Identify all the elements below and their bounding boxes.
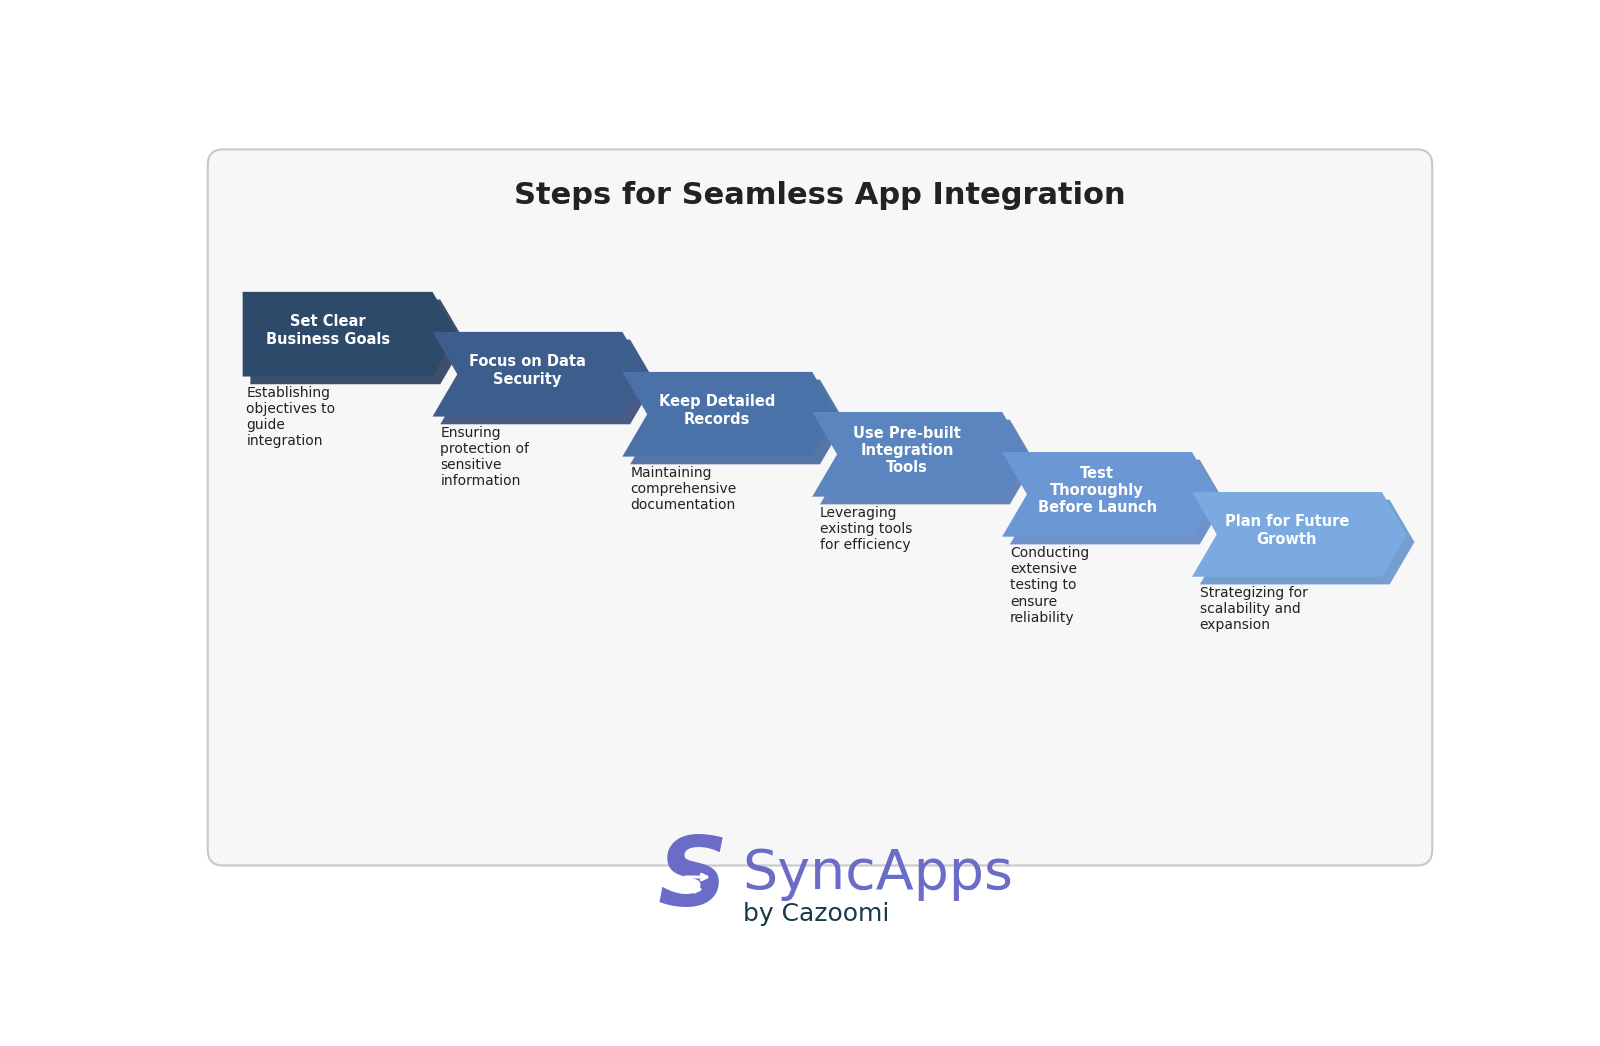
Text: Strategizing for
scalability and
expansion: Strategizing for scalability and expansi… <box>1200 586 1307 633</box>
Polygon shape <box>819 419 1035 504</box>
Polygon shape <box>432 332 646 416</box>
Polygon shape <box>630 380 845 464</box>
Text: Establishing
objectives to
guide
integration: Establishing objectives to guide integra… <box>246 386 336 449</box>
Polygon shape <box>243 292 458 377</box>
Polygon shape <box>250 299 466 384</box>
Polygon shape <box>813 412 1027 497</box>
Text: Steps for Seamless App Integration: Steps for Seamless App Integration <box>514 181 1126 210</box>
FancyBboxPatch shape <box>208 150 1432 865</box>
Polygon shape <box>622 372 837 457</box>
Text: Plan for Future
Growth: Plan for Future Growth <box>1224 515 1349 547</box>
Text: S: S <box>658 833 726 926</box>
Text: Test
Thoroughly
Before Launch: Test Thoroughly Before Launch <box>1037 465 1157 516</box>
Polygon shape <box>1010 459 1224 544</box>
Text: Focus on Data
Security: Focus on Data Security <box>469 355 586 387</box>
Text: SyncApps: SyncApps <box>742 847 1013 901</box>
Text: Conducting
extensive
testing to
ensure
reliability: Conducting extensive testing to ensure r… <box>1010 546 1090 624</box>
Text: Ensuring
protection of
sensitive
information: Ensuring protection of sensitive informa… <box>440 426 530 488</box>
Polygon shape <box>1192 492 1406 576</box>
Text: Use Pre-built
Integration
Tools: Use Pre-built Integration Tools <box>853 426 962 475</box>
Text: by Cazoomi: by Cazoomi <box>742 902 890 926</box>
Polygon shape <box>1200 500 1414 585</box>
Text: Keep Detailed
Records: Keep Detailed Records <box>659 394 776 427</box>
Polygon shape <box>440 340 654 425</box>
Polygon shape <box>1002 452 1216 537</box>
Text: Maintaining
comprehensive
documentation: Maintaining comprehensive documentation <box>630 465 736 513</box>
Text: Leveraging
existing tools
for efficiency: Leveraging existing tools for efficiency <box>819 506 912 552</box>
Text: Set Clear
Business Goals: Set Clear Business Goals <box>266 314 390 346</box>
